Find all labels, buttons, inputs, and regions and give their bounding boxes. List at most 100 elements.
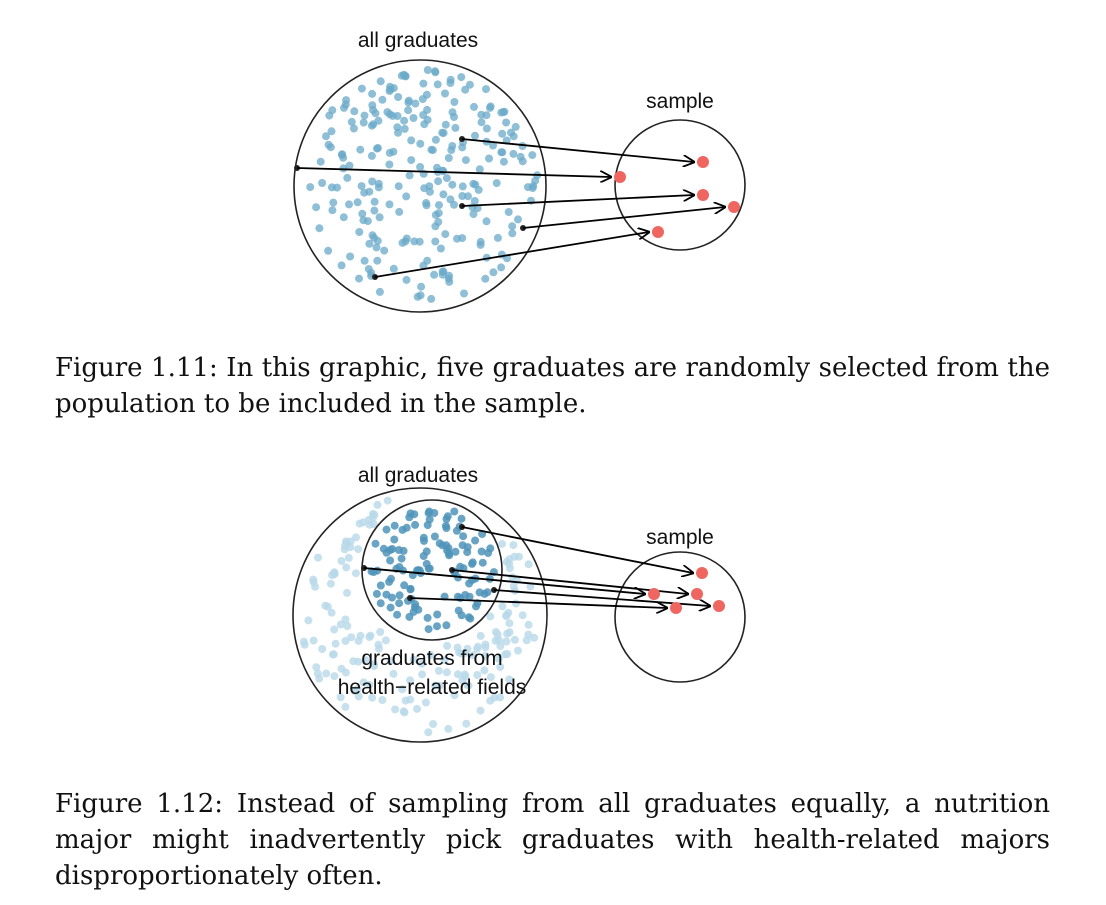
graduate-dot xyxy=(509,541,518,550)
graduate-dot xyxy=(530,633,539,642)
graduate-dot xyxy=(347,633,356,642)
graduate-dot xyxy=(413,292,422,301)
graduate-dot xyxy=(395,599,404,608)
graduate-dot xyxy=(423,115,432,124)
graduate-dot xyxy=(431,210,440,219)
graduate-dot xyxy=(482,111,491,120)
graduate-dot xyxy=(495,636,503,645)
graduate-dot xyxy=(389,669,398,678)
graduate-dot xyxy=(426,650,435,659)
graduate-dot xyxy=(336,693,345,702)
graduate-dot xyxy=(443,641,452,650)
graduate-dot xyxy=(361,656,370,665)
graduate-dot xyxy=(386,546,395,554)
graduate-dot xyxy=(481,640,490,649)
graduate-dot xyxy=(416,139,425,148)
graduate-dot xyxy=(350,687,359,695)
graduate-dot xyxy=(489,141,497,150)
graduate-dot xyxy=(478,558,487,567)
graduate-dot xyxy=(463,548,472,557)
graduate-dot xyxy=(510,635,519,644)
graduate-dot xyxy=(360,188,369,197)
graduate-dot xyxy=(341,615,350,624)
selection-arrow xyxy=(461,195,694,207)
graduate-dot xyxy=(393,123,402,132)
graduate-dot xyxy=(430,509,439,517)
graduate-dot xyxy=(498,539,507,548)
graduate-dot xyxy=(381,636,390,645)
graduate-dot xyxy=(460,289,468,298)
graduate-dot xyxy=(433,80,442,89)
graduate-dot xyxy=(481,651,490,660)
selection-arrow xyxy=(409,597,667,608)
selection-arrow xyxy=(461,138,694,162)
population-label: all graduates xyxy=(358,29,478,52)
graduate-dot xyxy=(477,547,486,556)
graduate-dot xyxy=(402,275,411,284)
graduate-dot xyxy=(341,668,350,677)
graduate-dot xyxy=(406,584,415,593)
graduate-dot xyxy=(300,640,309,649)
graduate-dot xyxy=(346,543,355,552)
graduate-dot xyxy=(441,120,450,129)
graduate-dot xyxy=(331,639,340,648)
graduate-dot xyxy=(441,521,450,530)
graduate-dot xyxy=(339,153,348,162)
graduate-dot xyxy=(486,696,495,705)
graduate-dot xyxy=(458,234,467,243)
graduate-dot xyxy=(340,103,348,112)
population-circle xyxy=(293,59,547,313)
graduate-dot xyxy=(421,698,430,707)
graduate-dot xyxy=(371,539,380,548)
graduate-dot xyxy=(395,563,404,571)
graduate-dot xyxy=(372,243,381,252)
graduate-dot xyxy=(395,591,404,600)
graduate-dot xyxy=(435,201,443,210)
graduate-dot xyxy=(343,622,352,630)
graduate-dot xyxy=(417,282,426,291)
graduate-dot xyxy=(386,556,395,565)
graduate-dot xyxy=(355,228,364,236)
graduate-dot xyxy=(399,546,408,555)
graduate-dot xyxy=(423,66,432,74)
graduate-dot xyxy=(448,180,457,189)
graduate-dot xyxy=(522,636,531,645)
graduate-dot xyxy=(368,177,377,186)
graduate-dot xyxy=(385,200,394,209)
graduate-dot xyxy=(339,164,348,173)
graduate-dot xyxy=(397,554,406,563)
graduate-dot xyxy=(481,274,490,283)
graduate-dot xyxy=(474,185,483,194)
graduate-dot xyxy=(468,558,477,567)
selection-arrow xyxy=(451,569,688,594)
graduate-dot xyxy=(373,500,382,509)
graduate-dot xyxy=(510,552,519,561)
graduate-dot xyxy=(456,562,465,571)
graduate-dot xyxy=(425,515,434,524)
graduate-dot xyxy=(402,192,411,201)
graduate-dot xyxy=(482,124,491,133)
graduate-dot xyxy=(458,541,467,550)
graduate-dot xyxy=(424,728,433,737)
population-label: all graduates xyxy=(358,464,478,487)
graduate-dot xyxy=(419,261,428,270)
sampled-graduates xyxy=(614,156,740,238)
subgroup-label-line2: health−related fields xyxy=(338,676,527,699)
graduate-dot xyxy=(457,514,466,523)
graduate-dot xyxy=(442,621,451,630)
graduate-dot xyxy=(512,599,520,608)
graduate-dot xyxy=(475,588,484,597)
graduate-dot xyxy=(438,541,447,550)
graduate-dot xyxy=(312,663,321,672)
graduate-dot xyxy=(373,256,382,265)
graduate-dot xyxy=(354,657,363,666)
graduate-dot xyxy=(499,157,508,166)
graduate-dot xyxy=(464,192,472,201)
graduate-dot xyxy=(365,239,374,248)
graduate-dot xyxy=(439,267,448,276)
graduate-dot xyxy=(380,246,389,255)
graduate-dot xyxy=(372,589,381,598)
graduate-dot xyxy=(375,213,384,222)
graduate-dot xyxy=(496,662,505,671)
graduate-dot xyxy=(458,182,467,191)
